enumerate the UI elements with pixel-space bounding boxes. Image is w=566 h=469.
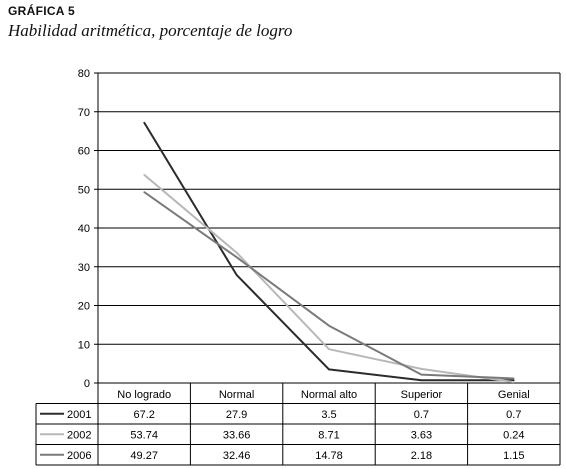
figure-title: Habilidad aritmética, porcentaje de logr…: [8, 21, 293, 40]
y-tick-label: 30: [78, 262, 90, 274]
data-label: 0.7: [506, 409, 521, 421]
data-point: [143, 191, 145, 193]
data-label: 2.18: [411, 450, 432, 462]
data-label: 33.66: [223, 429, 251, 441]
data-label: 14.78: [315, 450, 343, 462]
y-tick-label: 60: [78, 146, 90, 158]
data-label: 0.24: [503, 429, 524, 441]
data-label: 1.15: [503, 450, 524, 462]
figure-label: GRÁFICA 5: [8, 4, 75, 18]
series-line-2002: [143, 174, 514, 384]
y-tick-label: 70: [78, 107, 90, 119]
legend-label: 2006: [67, 450, 91, 462]
series-line-2001: [143, 122, 514, 382]
data-point: [235, 251, 238, 254]
data-label: 67.2: [133, 409, 154, 421]
data-point: [328, 324, 330, 327]
data-label: 32.46: [223, 450, 251, 462]
data-label: 3.63: [411, 429, 432, 441]
data-point: [420, 368, 423, 370]
y-tick-label: 20: [78, 301, 90, 313]
data-label: 49.27: [130, 450, 158, 462]
y-tick-label: 80: [78, 68, 90, 80]
data-point: [513, 381, 515, 383]
data-point: [328, 348, 330, 351]
y-tick-label: 40: [78, 223, 90, 235]
data-label: 27.9: [226, 409, 247, 421]
series-line-2006: [143, 191, 514, 380]
data-label: 8.71: [318, 429, 339, 441]
y-tick-label: 0: [84, 378, 90, 390]
x-category-label: Normal alto: [301, 389, 357, 401]
data-point: [420, 379, 423, 382]
data-point: [513, 377, 515, 380]
data-label: 0.7: [414, 409, 429, 421]
data-label: 3.5: [321, 409, 336, 421]
x-category-label: Genial: [498, 389, 530, 401]
data-point: [328, 368, 330, 371]
x-category-label: Normal: [219, 389, 254, 401]
legend-label: 2001: [67, 409, 91, 421]
x-category-label: No logrado: [117, 389, 171, 401]
y-tick-label: 10: [78, 339, 90, 351]
data-point: [235, 274, 238, 276]
data-label: 53.74: [130, 429, 158, 441]
x-category-label: Superior: [401, 389, 443, 401]
legend-label: 2002: [67, 429, 91, 441]
data-point: [420, 373, 423, 376]
data-point: [235, 256, 238, 259]
y-tick-label: 50: [78, 184, 90, 196]
data-point: [143, 173, 145, 176]
data-point: [513, 379, 515, 382]
data-point: [143, 121, 145, 124]
